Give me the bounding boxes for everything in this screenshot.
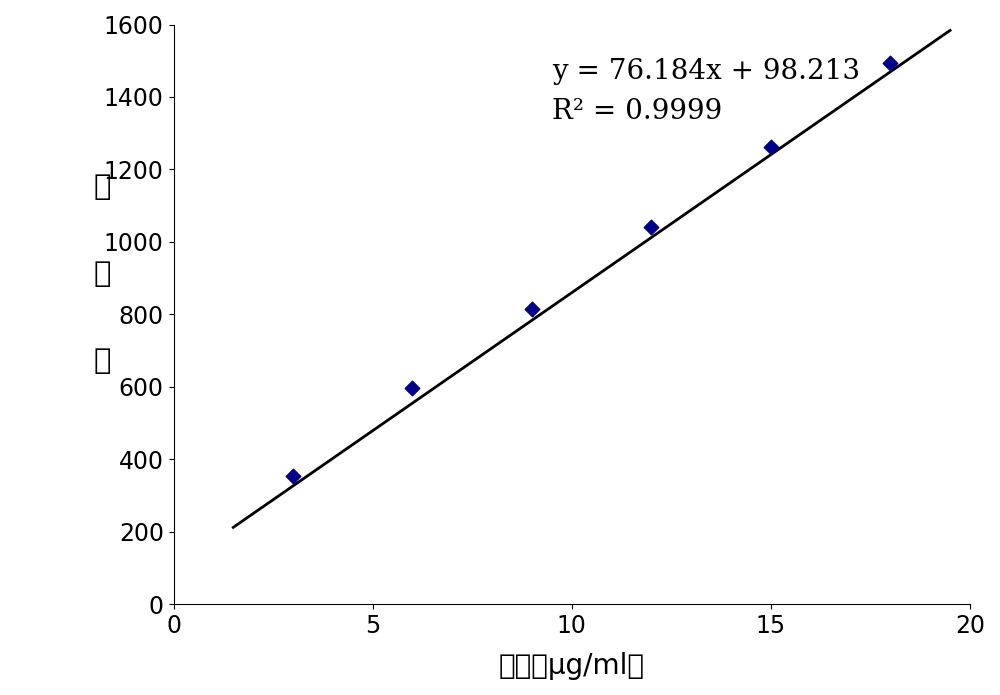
Point [882, 58, 898, 69]
Text: R² = 0.9999: R² = 0.9999 [552, 98, 722, 125]
Point [524, 303, 540, 314]
Point [285, 470, 301, 481]
Text: 面: 面 [93, 260, 111, 288]
Point [404, 382, 420, 393]
Text: 峰: 峰 [93, 173, 111, 201]
Text: y = 76.184x + 98.213: y = 76.184x + 98.213 [552, 58, 860, 85]
Text: 积: 积 [93, 347, 111, 375]
Point [643, 222, 659, 233]
Point [763, 141, 779, 152]
X-axis label: 浓度（μg/ml）: 浓度（μg/ml） [499, 652, 645, 680]
